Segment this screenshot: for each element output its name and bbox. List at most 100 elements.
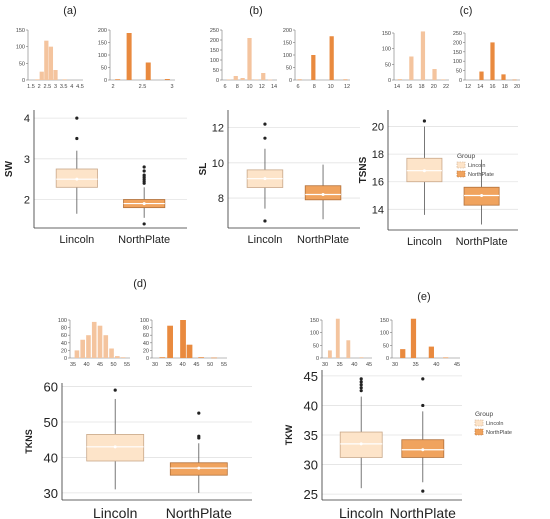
hist-ytick-label: 100 [98,53,107,59]
hist-xtick-label: 16 [489,84,495,90]
boxplot: 14 16 18 20 TSNS Lincoln NorthPlate [358,110,518,248]
hist-bar [115,79,121,80]
hist-bar [297,79,302,81]
hist-ytick-label: 200 [453,40,462,46]
hist-bar [103,335,109,358]
hist-bar [164,79,170,80]
histogram-lincoln: 0 50 100 150 1.5 2 2.5 3 3.5 4 4.5 [16,28,84,90]
ytick-label: 14 [372,204,384,216]
hist-ytick-label: 80 [61,326,67,332]
hist-xtick-label: 10 [246,84,252,90]
hist-bar [167,325,173,358]
hist-ytick-label: 100 [140,318,149,324]
outlier-point [142,173,146,177]
outlier-point [197,411,201,415]
hist-ytick-label: 150 [98,41,107,47]
hist-xtick-label: 18 [502,84,508,90]
hist-ytick-label: 0 [216,78,219,84]
hist-ytick-label: 50 [286,66,292,72]
boxplot: 30 40 50 60 TKNS Lincoln NorthPlate [24,380,252,519]
box-northplate: NorthPlate [118,165,170,246]
hist-xtick-label: 35 [337,362,343,368]
hist-ytick-label: 50 [385,62,391,68]
hist-ytick-label: 100 [210,58,219,64]
hist-bar [441,79,446,80]
hist-bar [329,36,334,80]
histogram-northplate: 0 50 100 150 30 35 40 45 [380,318,460,368]
mean-marker [113,445,117,449]
outlier-point [359,386,363,390]
panel-label: (d) [133,278,146,290]
category-label: NorthPlate [118,234,170,246]
panel-label: (b) [249,5,262,17]
ytick-label: 35 [304,428,318,443]
hist-xtick-label: 6 [223,84,226,90]
hist-bar [39,71,44,80]
hist-ytick-label: 50 [456,69,462,75]
box-lincoln: Lincoln [406,119,443,248]
outlier-point [75,136,79,141]
hist-bar [97,325,103,358]
hist-xtick-label: 14 [271,84,277,90]
panel-b: (b) 0 50 100 150 200 250 6 8 10 12 14 0 50 100 150 200 6 8… [198,5,360,246]
ytick-label: 50 [44,415,58,430]
hist-ytick-label: 0 [316,356,319,362]
hist-xtick-label: 30 [392,362,398,368]
mean-marker [142,202,146,206]
hist-bar [501,74,506,80]
hist-ytick-label: 50 [383,343,389,349]
hist-ytick-label: 60 [143,333,149,339]
hist-bar [512,79,517,81]
hist-xtick-label: 45 [97,362,103,368]
hist-bar [247,38,252,80]
mean-marker [197,466,201,470]
hist-xtick-label: 8 [313,84,316,90]
category-label: Lincoln [407,236,442,248]
category-label: NorthPlate [166,505,232,519]
histogram-northplate: 0 50 100 150 200 6 8 10 12 [283,28,350,90]
hist-xtick-label: 6 [296,84,299,90]
hist-xtick-label: 10 [328,84,334,90]
hist-xtick-label: 40 [83,362,89,368]
hist-ytick-label: 200 [283,28,292,34]
hist-bar [86,335,91,358]
ytick-label: 2 [24,195,30,207]
hist-xtick-label: 12 [465,84,471,90]
hist-ytick-label: 20 [143,348,149,354]
ytick-label: 20 [372,122,384,134]
mean-marker [421,448,425,452]
histogram-lincoln: 0 50 100 150 30 35 40 45 [310,318,372,368]
outlier-point [359,389,363,393]
box-iqr [304,185,342,201]
outlier-point [359,377,363,381]
mean-marker [480,194,484,198]
ytick-label: 18 [372,149,384,161]
category-label: NorthPlate [390,505,456,519]
hist-xtick-label: 35 [70,362,76,368]
legend-entry: Lincoln [486,421,503,427]
hist-bar [198,357,205,358]
hist-bar [327,350,332,358]
legend-entry: Lincoln [468,163,485,169]
ytick-label: 25 [304,487,318,502]
hist-xtick-label: 40 [433,362,439,368]
hist-ytick-label: 150 [283,41,292,47]
outlier-point [421,489,425,493]
category-label: Lincoln [93,505,137,519]
hist-xtick-label: 16 [406,84,412,90]
legend-title: Group [475,411,493,418]
hist-ytick-label: 100 [283,53,292,59]
hist-ytick-label: 150 [310,318,319,324]
hist-ytick-label: 250 [210,28,219,34]
mean-marker [263,177,267,181]
hist-xtick-label: 40 [351,362,357,368]
y-axis-label: SL [198,163,209,176]
y-axis-label: TSNS [358,156,369,183]
hist-ytick-label: 0 [104,78,107,84]
hist-xtick-label: 12 [259,84,265,90]
hist-xtick-label: 3.5 [60,84,68,90]
hist-bar [159,357,166,358]
hist-xtick-label: 1.5 [27,84,35,90]
hist-bar [400,349,406,358]
